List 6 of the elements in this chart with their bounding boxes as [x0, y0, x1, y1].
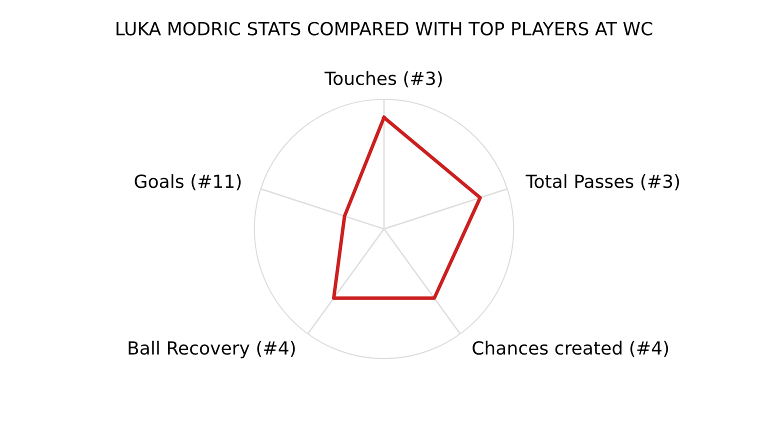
chart-title: LUKA MODRIC STATS COMPARED WITH TOP PLAYERS AT WC [116, 22, 652, 36]
spoke-label: Goals (#11) [134, 174, 241, 190]
spoke-label: Chances created (#4) [472, 340, 668, 357]
spoke-label: Total Passes (#3) [526, 174, 680, 190]
spoke-label: Ball Recovery (#4) [128, 340, 295, 358]
spoke-label: Touches (#3) [324, 71, 442, 88]
